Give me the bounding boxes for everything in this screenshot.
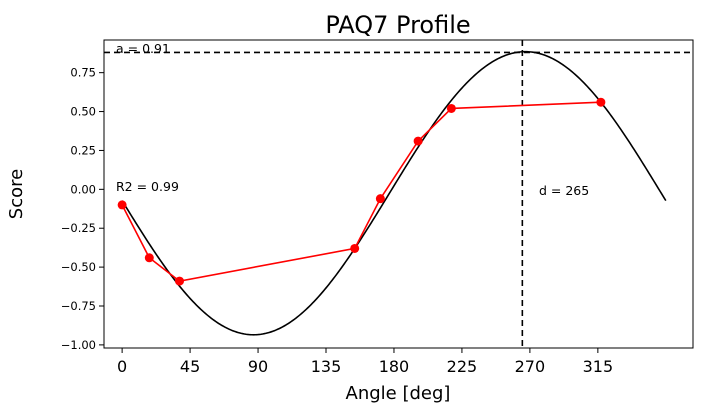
y-tick-label: 0.25 bbox=[70, 143, 96, 157]
y-axis: −1.00 −0.75 −0.50 −0.25 0.00 0.25 0.50 0.75 bbox=[61, 66, 104, 352]
y-axis-label: Score bbox=[6, 169, 27, 219]
observed-point bbox=[350, 243, 360, 253]
r2-annotation: R2 = 0.99 bbox=[116, 179, 179, 194]
y-tick-label: −0.25 bbox=[61, 221, 96, 235]
chart-title: PAQ7 Profile bbox=[325, 11, 470, 39]
observed-point bbox=[144, 253, 154, 263]
observed-point bbox=[375, 194, 385, 204]
x-tick-label: 270 bbox=[515, 357, 546, 376]
x-tick-label: 225 bbox=[447, 357, 478, 376]
x-tick-label: 90 bbox=[248, 357, 268, 376]
x-axis: 0 45 90 135 180 225 270 315 bbox=[117, 348, 613, 376]
observed-series-line bbox=[121, 101, 601, 282]
x-tick-label: 45 bbox=[180, 357, 200, 376]
y-tick-label: −1.00 bbox=[61, 338, 96, 352]
peak-annotation: d = 265 bbox=[539, 183, 589, 198]
plot-area bbox=[104, 40, 693, 348]
observed-point bbox=[175, 276, 185, 286]
y-tick-label: 0.50 bbox=[70, 105, 96, 119]
observed-point bbox=[596, 97, 606, 107]
x-tick-label: 315 bbox=[583, 357, 614, 376]
x-axis-label: Angle [deg] bbox=[346, 383, 451, 404]
fit-curve-line bbox=[121, 50, 667, 336]
amplitude-annotation: a = 0.91 bbox=[116, 41, 170, 56]
y-tick-label: −0.50 bbox=[61, 260, 96, 274]
y-tick-label: −0.75 bbox=[61, 299, 96, 313]
y-tick-label: 0.75 bbox=[70, 66, 96, 80]
observed-point bbox=[117, 200, 127, 210]
y-tick-label: 0.00 bbox=[70, 182, 96, 196]
x-tick-label: 0 bbox=[117, 357, 127, 376]
observed-point bbox=[413, 136, 423, 146]
axes-frame bbox=[103, 39, 694, 349]
x-tick-label: 180 bbox=[379, 357, 410, 376]
x-tick-label: 135 bbox=[311, 357, 342, 376]
observed-point bbox=[446, 103, 456, 113]
